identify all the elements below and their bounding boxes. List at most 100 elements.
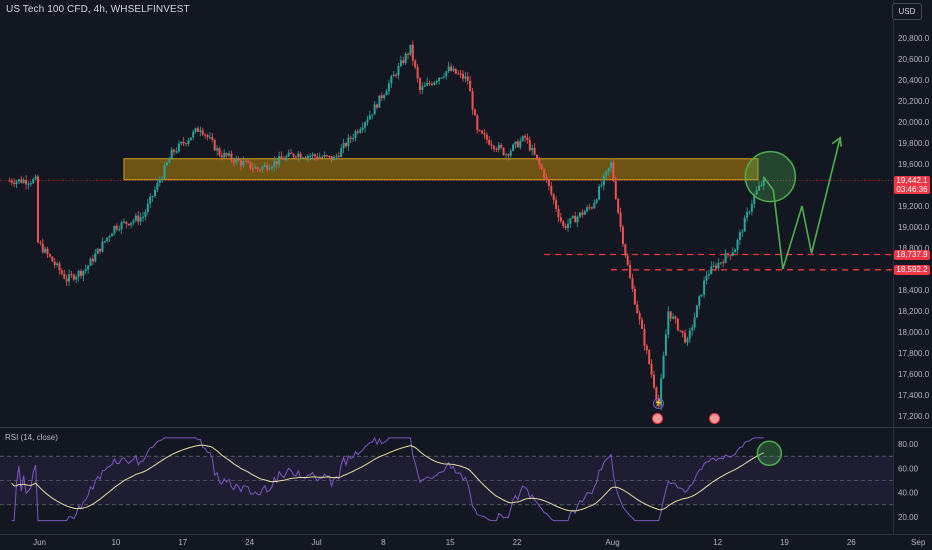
level-lower-badge: 18,592.2 xyxy=(894,264,930,275)
candle-body xyxy=(91,258,94,262)
lightning-icon[interactable]: ⚡ xyxy=(653,398,664,409)
candle-body xyxy=(29,183,32,185)
candle-body xyxy=(208,137,211,139)
candle-body xyxy=(411,44,414,61)
price-tick-label: 19,000.0 xyxy=(898,223,930,232)
candle-body xyxy=(153,189,156,197)
candle-body xyxy=(688,330,691,339)
rsi-tick-label: 40.00 xyxy=(898,489,919,498)
candle-body xyxy=(146,203,149,212)
candle-body xyxy=(20,179,23,183)
candle-body xyxy=(151,196,154,198)
candle-body xyxy=(75,276,78,280)
candle-body xyxy=(366,119,369,123)
candle-body xyxy=(626,255,629,266)
candle-body xyxy=(356,131,359,133)
candle-body xyxy=(111,233,114,237)
candle-body xyxy=(495,148,498,150)
candle-body xyxy=(652,374,655,388)
candle-body xyxy=(113,225,116,234)
candle-body xyxy=(58,263,61,271)
candle-body xyxy=(598,186,601,200)
candle-body xyxy=(275,160,278,165)
candle-body xyxy=(333,156,336,161)
rsi-tick-label: 20.00 xyxy=(898,513,919,522)
candle-body xyxy=(438,77,441,82)
candle-body xyxy=(165,162,168,166)
price-tick-label: 20,000.0 xyxy=(898,118,930,127)
candle-body xyxy=(457,73,460,75)
candle-body xyxy=(115,225,118,230)
candle-body xyxy=(691,327,694,331)
candle-body xyxy=(555,200,558,210)
candle-body xyxy=(256,167,259,170)
candle-body xyxy=(268,168,271,170)
price-tick-label: 17,400.0 xyxy=(898,391,930,400)
candle-body xyxy=(430,83,433,85)
candle-body xyxy=(428,82,431,84)
candle-body xyxy=(220,155,223,158)
candle-body xyxy=(543,169,546,178)
candle-body xyxy=(237,158,240,161)
candle-body xyxy=(335,155,338,157)
time-tick-label: 17 xyxy=(178,538,187,547)
candle-body xyxy=(371,114,374,116)
candle-body xyxy=(53,261,56,265)
candle-body xyxy=(528,140,531,151)
candle-body xyxy=(354,131,357,138)
candle-body xyxy=(225,153,228,156)
candle-body xyxy=(636,304,639,314)
candle-body xyxy=(705,275,708,281)
candle-body xyxy=(624,244,627,256)
candle-body xyxy=(686,338,689,343)
candle-body xyxy=(583,211,586,215)
candle-body xyxy=(414,60,417,68)
candle-body xyxy=(10,180,13,183)
price-tick-label: 19,600.0 xyxy=(898,160,930,169)
currency-button[interactable]: USD xyxy=(892,3,922,20)
candle-body xyxy=(447,66,450,72)
candle-body xyxy=(643,328,646,346)
candle-body xyxy=(442,76,445,78)
candle-body xyxy=(440,77,443,79)
candle-body xyxy=(404,53,407,64)
countdown-value: 03:46:36 xyxy=(896,185,928,194)
candle-body xyxy=(662,355,665,379)
time-tick-label: 15 xyxy=(446,538,455,547)
candle-body xyxy=(17,179,20,182)
time-tick-label: Aug xyxy=(605,538,619,547)
candle-body xyxy=(70,274,73,276)
candle-body xyxy=(672,316,675,319)
candle-body xyxy=(667,311,670,335)
candle-body xyxy=(87,265,90,270)
flag-icon[interactable] xyxy=(652,413,663,424)
candle-body xyxy=(101,241,104,252)
candle-body xyxy=(261,166,264,170)
candle-body xyxy=(452,68,455,71)
projection-arrowhead xyxy=(831,136,842,147)
flag-icon[interactable] xyxy=(709,413,720,424)
candle-body xyxy=(586,207,589,212)
candle-body xyxy=(302,157,305,159)
candle-body xyxy=(731,252,734,256)
candle-body xyxy=(142,216,145,218)
candle-body xyxy=(535,154,538,159)
candle-body xyxy=(712,265,715,267)
rsi-ma-line xyxy=(11,444,765,512)
candle-body xyxy=(72,274,75,280)
candle-body xyxy=(247,161,250,163)
candle-body xyxy=(149,196,152,204)
candle-body xyxy=(182,141,185,144)
candle-body xyxy=(454,68,457,74)
candle-body xyxy=(242,161,245,166)
candle-body xyxy=(158,180,161,183)
candle-body xyxy=(84,269,87,271)
candle-body xyxy=(68,274,71,282)
candle-body xyxy=(726,253,729,255)
candle-body xyxy=(724,253,727,264)
candle-body xyxy=(189,137,192,141)
candle-body xyxy=(34,176,37,180)
candle-body xyxy=(387,83,390,92)
